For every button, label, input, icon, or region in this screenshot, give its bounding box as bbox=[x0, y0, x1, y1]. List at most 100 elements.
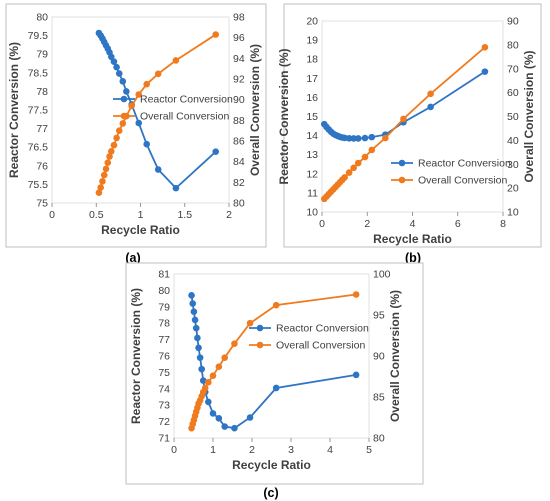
y-right-tick-label: 86 bbox=[233, 136, 245, 148]
y-left-tick-label: 19 bbox=[306, 35, 318, 47]
data-point-overall bbox=[172, 57, 180, 64]
y-left-tick-label: 10 bbox=[306, 207, 318, 219]
data-point-overall bbox=[135, 91, 143, 98]
data-point-overall bbox=[221, 354, 228, 361]
data-point-overall bbox=[352, 291, 360, 298]
legend-marker-reactor bbox=[398, 159, 406, 167]
x-tick-label: 2 bbox=[226, 209, 232, 221]
y-left-tick-label: 78 bbox=[158, 318, 170, 330]
data-point-reactor bbox=[361, 134, 369, 142]
y-right-tick-label: 90 bbox=[507, 16, 519, 28]
data-point-reactor bbox=[188, 292, 195, 299]
data-point-overall bbox=[97, 184, 104, 191]
y-left-tick-label: 80 bbox=[158, 285, 170, 297]
data-point-overall bbox=[212, 31, 220, 38]
data-point-overall bbox=[209, 372, 217, 379]
x-axis-label: Recycle Ratio bbox=[373, 232, 452, 246]
legend-marker-overall bbox=[120, 112, 128, 120]
data-point-reactor bbox=[135, 119, 143, 127]
data-point-overall bbox=[205, 378, 212, 386]
y-right-tick-label: 20 bbox=[507, 183, 519, 195]
data-point-reactor bbox=[352, 371, 360, 379]
y-left-tick-label: 20 bbox=[306, 16, 318, 28]
y-left-tick-label: 79.5 bbox=[28, 30, 49, 42]
data-point-reactor bbox=[115, 70, 123, 77]
legend-label-reactor: Reactor Conversion bbox=[140, 94, 233, 106]
data-point-overall bbox=[95, 189, 103, 196]
legend-label-reactor: Reactor Conversion bbox=[276, 323, 369, 335]
y-right-axis-label: Overall Conversion (%) bbox=[248, 44, 262, 176]
data-point-reactor bbox=[154, 166, 162, 173]
data-point-reactor bbox=[481, 68, 489, 75]
data-point-reactor bbox=[350, 135, 357, 142]
x-tick-label: 4 bbox=[410, 218, 416, 230]
data-point-reactor bbox=[143, 140, 150, 148]
legend-marker-reactor bbox=[120, 95, 128, 103]
data-point-reactor bbox=[110, 58, 118, 65]
y-right-tick-label: 88 bbox=[233, 115, 245, 127]
y-left-tick-label: 75 bbox=[36, 198, 48, 210]
data-point-overall bbox=[400, 115, 407, 123]
legend-label-overall: Overall Conversion bbox=[276, 340, 365, 352]
data-point-overall bbox=[107, 148, 115, 155]
y-right-tick-label: 96 bbox=[233, 32, 245, 44]
y-right-axis-label: Overall Conversion (%) bbox=[522, 50, 536, 182]
legend-label-overall: Overall Conversion bbox=[140, 111, 229, 123]
y-right-tick-label: 90 bbox=[373, 351, 385, 363]
x-tick-label: 5 bbox=[366, 444, 372, 456]
data-point-overall bbox=[382, 134, 389, 142]
y-left-tick-label: 78 bbox=[36, 86, 48, 98]
y-right-tick-label: 84 bbox=[233, 156, 245, 168]
y-left-tick-label: 71 bbox=[158, 433, 170, 445]
x-tick-label: 6 bbox=[455, 218, 461, 230]
data-point-reactor bbox=[195, 344, 202, 352]
data-point-reactor bbox=[113, 63, 120, 71]
data-point-reactor bbox=[189, 300, 197, 307]
y-left-tick-label: 11 bbox=[307, 187, 318, 199]
y-left-tick-label: 13 bbox=[306, 149, 318, 161]
data-point-reactor bbox=[192, 324, 200, 332]
data-point-reactor bbox=[427, 103, 434, 111]
data-point-overall bbox=[341, 174, 348, 181]
data-point-overall bbox=[99, 178, 106, 185]
legend-label-overall: Overall Conversion bbox=[418, 175, 507, 187]
y-right-tick-label: 90 bbox=[233, 94, 245, 106]
data-point-overall bbox=[201, 384, 209, 392]
y-left-axis-label: Reactor Conversion (%) bbox=[277, 48, 291, 184]
y-right-tick-label: 98 bbox=[233, 12, 245, 24]
data-point-overall bbox=[350, 164, 357, 172]
panel-caption: (b) bbox=[405, 251, 421, 265]
data-point-reactor bbox=[212, 148, 220, 155]
y-left-tick-label: 75 bbox=[158, 367, 170, 379]
x-tick-label: 0 bbox=[171, 444, 177, 456]
data-point-overall bbox=[110, 141, 118, 149]
y-right-tick-label: 94 bbox=[233, 53, 245, 65]
data-point-overall bbox=[361, 153, 369, 161]
y-left-tick-label: 79 bbox=[36, 49, 48, 61]
data-point-reactor bbox=[215, 415, 223, 422]
y-left-tick-label: 18 bbox=[306, 54, 318, 66]
legend-label-reactor: Reactor Conversion bbox=[418, 158, 511, 170]
x-axis-label: Recycle Ratio bbox=[232, 458, 311, 472]
x-tick-label: 0.5 bbox=[89, 209, 104, 221]
y-right-tick-label: 30 bbox=[507, 159, 519, 171]
y-left-tick-label: 74 bbox=[158, 383, 170, 395]
data-point-overall bbox=[106, 153, 113, 160]
y-left-tick-label: 16 bbox=[306, 92, 318, 104]
data-point-overall bbox=[231, 340, 238, 348]
y-left-tick-label: 76 bbox=[158, 351, 170, 363]
y-right-tick-label: 92 bbox=[233, 74, 245, 86]
data-point-overall bbox=[102, 165, 110, 173]
y-left-tick-label: 76 bbox=[36, 160, 48, 172]
data-point-reactor bbox=[199, 377, 207, 384]
data-point-reactor bbox=[221, 423, 228, 430]
x-tick-label: 8 bbox=[500, 218, 506, 230]
y-right-tick-label: 80 bbox=[233, 198, 245, 210]
data-point-overall bbox=[272, 301, 280, 309]
data-point-overall bbox=[345, 169, 353, 176]
y-left-tick-label: 73 bbox=[158, 400, 170, 412]
y-right-axis-label: Overall Conversion (%) bbox=[388, 290, 402, 422]
y-right-tick-label: 80 bbox=[507, 39, 519, 51]
y-right-tick-label: 82 bbox=[233, 177, 245, 189]
y-right-tick-label: 50 bbox=[507, 111, 519, 123]
